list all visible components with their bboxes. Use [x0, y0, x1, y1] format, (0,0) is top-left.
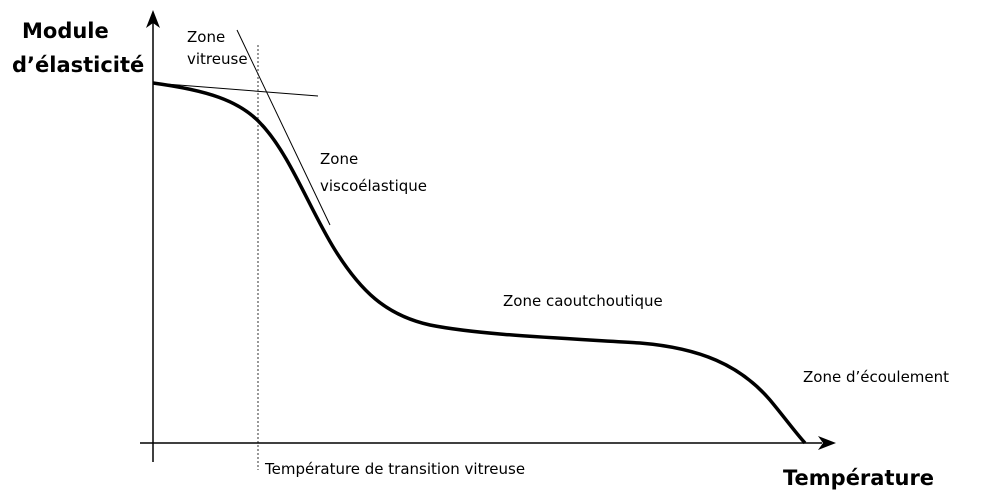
- transition-label: Température de transition vitreuse: [264, 460, 525, 478]
- zone-label: Zone caoutchoutique: [503, 292, 663, 310]
- modulus-curve: [152, 81, 807, 445]
- y-axis-arrow: [146, 10, 160, 28]
- zone-label: Zone d’écoulement: [803, 368, 949, 386]
- zone-label: Zone: [320, 150, 358, 168]
- glassy-tangent: [152, 82, 319, 97]
- zone-label: vitreuse: [187, 50, 248, 68]
- zone-label: Zone: [187, 28, 225, 46]
- x-axis-arrow: [818, 436, 836, 450]
- y-axis-label: d’élasticité: [12, 53, 144, 77]
- zone-label: viscoélastique: [320, 177, 427, 195]
- y-axis-label: Module: [22, 19, 109, 43]
- transition-tangent: [236, 29, 331, 226]
- x-axis-label: Température: [783, 466, 934, 490]
